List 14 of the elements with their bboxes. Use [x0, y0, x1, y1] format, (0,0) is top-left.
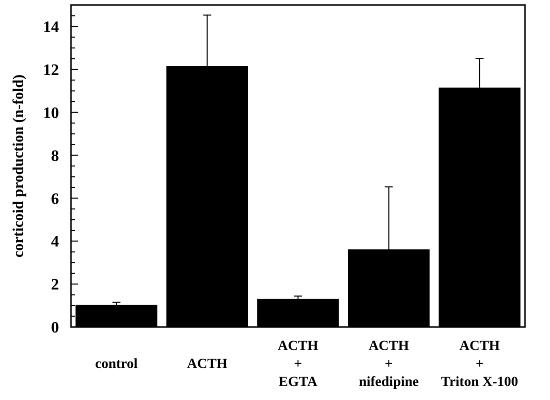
- y-axis-title: corticoid production (n-fold): [11, 74, 27, 258]
- y-tick-label: 0: [51, 320, 59, 337]
- x-tick-label: ACTH: [186, 357, 228, 372]
- y-tick-label: 10: [43, 104, 59, 122]
- y-tick-label: 6: [51, 190, 59, 208]
- x-tick-label: control: [95, 357, 138, 372]
- y-tick-label: 2: [51, 276, 59, 294]
- y-tick-label: 14: [43, 19, 59, 36]
- y-tick-label: 8: [51, 148, 59, 165]
- x-tick-label: ACTH + EGTA: [278, 339, 318, 390]
- x-tick-label: ACTH + Triton X-100: [441, 339, 518, 390]
- y-tick-label: 12: [43, 62, 59, 79]
- x-tick-label: ACTH + nifedipine: [358, 339, 419, 390]
- y-tick-label: 4: [51, 234, 59, 251]
